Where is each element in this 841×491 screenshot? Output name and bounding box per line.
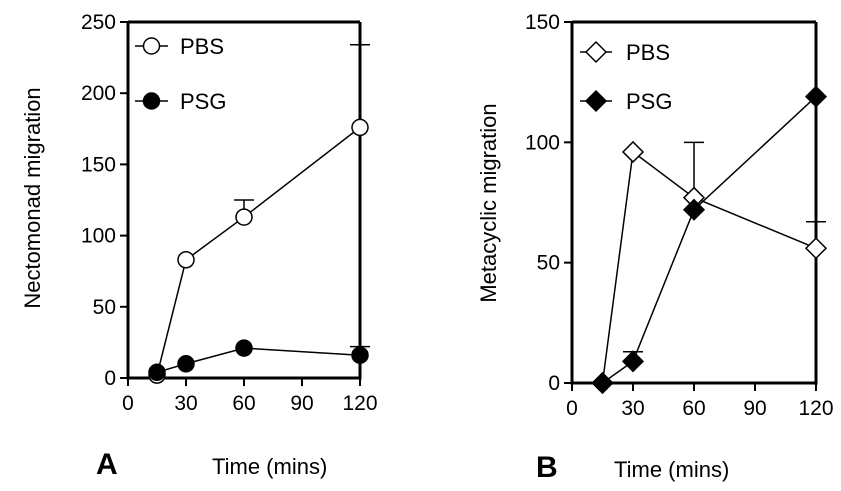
panel-label: B bbox=[536, 451, 558, 484]
series-line bbox=[156, 347, 361, 374]
x-tick-label: 120 bbox=[342, 392, 377, 415]
legend-marker bbox=[584, 40, 608, 64]
legend-marker bbox=[142, 37, 161, 55]
x-axis-title: Time (mins) bbox=[212, 454, 327, 479]
x-tick-label: 0 bbox=[122, 392, 134, 415]
x-tick-label: 90 bbox=[743, 397, 766, 420]
x-tick-label: 30 bbox=[621, 397, 644, 420]
legend-label: PBS bbox=[626, 40, 670, 65]
y-tick-label: 0 bbox=[104, 367, 116, 390]
series-line bbox=[156, 126, 361, 376]
y-axis-title: Metacyclic migration bbox=[476, 103, 501, 302]
y-tick-label: 250 bbox=[81, 11, 116, 34]
y-tick-label: 50 bbox=[537, 252, 560, 275]
x-tick-label: 120 bbox=[798, 397, 833, 420]
y-tick-label: 0 bbox=[548, 372, 560, 395]
panel-b-chart: 0 50 100 150 0 30 60 90 120 Metacyclic migration T… bbox=[476, 11, 834, 484]
data-point bbox=[235, 339, 253, 357]
legend-marker bbox=[142, 92, 161, 110]
data-point bbox=[804, 85, 828, 108]
x-axis-title: Time (mins) bbox=[614, 457, 729, 482]
y-tick-label: 50 bbox=[93, 296, 116, 319]
data-point bbox=[148, 363, 166, 382]
data-point bbox=[235, 208, 253, 226]
y-tick-label: 100 bbox=[525, 131, 560, 154]
x-tick-label: 0 bbox=[566, 397, 578, 420]
y-tick-label: 200 bbox=[81, 82, 116, 105]
y-tick-label: 150 bbox=[81, 153, 116, 176]
data-point bbox=[351, 118, 369, 137]
data-point bbox=[177, 355, 195, 373]
series-psg bbox=[591, 85, 828, 395]
series-line bbox=[601, 150, 817, 384]
y-tick-label: 150 bbox=[525, 11, 560, 34]
legend-marker bbox=[584, 89, 608, 113]
data-point bbox=[177, 251, 195, 269]
x-tick-label: 30 bbox=[174, 392, 197, 415]
data-point bbox=[591, 371, 614, 395]
series-pbs bbox=[591, 140, 828, 395]
data-point bbox=[804, 237, 828, 260]
data-point bbox=[621, 350, 645, 373]
data-point bbox=[682, 198, 706, 221]
data-point bbox=[351, 346, 369, 364]
x-tick-label: 60 bbox=[232, 392, 255, 415]
series-line bbox=[602, 96, 817, 384]
x-tick-label: 90 bbox=[290, 392, 313, 415]
legend-label: PSG bbox=[626, 89, 672, 114]
y-axis-title: Nectomonad migration bbox=[20, 87, 45, 308]
panel-a-chart: 0 50 100 150 200 250 0 30 60 90 120 Nectomonad migr… bbox=[20, 11, 378, 481]
legend-label: PBS bbox=[180, 34, 224, 59]
y-tick-label: 100 bbox=[81, 225, 116, 248]
x-tick-label: 60 bbox=[682, 397, 705, 420]
panel-label: A bbox=[96, 448, 118, 481]
data-point bbox=[621, 140, 645, 164]
series-psg bbox=[148, 339, 370, 382]
legend-label: PSG bbox=[180, 89, 226, 114]
